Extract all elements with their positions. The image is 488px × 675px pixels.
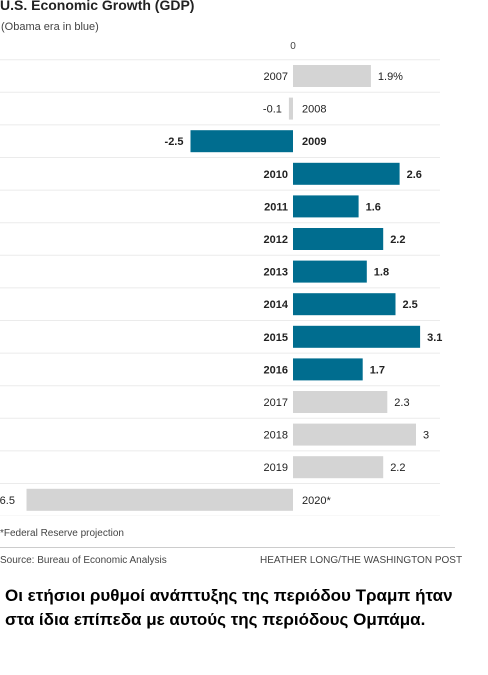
category-label: 2015: [264, 332, 288, 344]
value-label: 3.1: [427, 332, 442, 344]
category-label: 2007: [264, 71, 288, 83]
category-label: 2014: [264, 299, 289, 311]
bar-2008: [288, 97, 293, 120]
value-label: 3: [423, 430, 429, 442]
category-label: 2008: [302, 104, 326, 116]
bar-2015: [293, 325, 421, 348]
value-label: 2.2: [390, 234, 405, 246]
category-label: 2016: [264, 364, 288, 376]
category-label: 2011: [264, 201, 288, 213]
credit-line: HEATHER LONG/THE WASHINGTON POST: [260, 555, 463, 566]
value-label: 1.6: [366, 201, 381, 213]
bar-2011: [293, 195, 359, 218]
bar-2020*: [26, 488, 293, 511]
bar-2019: [293, 456, 384, 479]
category-label: 2020*: [302, 495, 331, 507]
footnote: *Federal Reserve projection: [0, 528, 124, 539]
divider: [0, 547, 455, 548]
bar-2017: [293, 391, 388, 413]
chart-title: U.S. Economic Growth (GDP): [0, 0, 195, 13]
bar-2010: [293, 162, 400, 185]
bar-2007: [293, 65, 371, 87]
bar-2012: [293, 228, 384, 250]
caption-text: Οι ετήσιοι ρυθμοί ανάπτυξης της περιόδου…: [5, 586, 453, 629]
zero-tick-label: 0: [290, 41, 296, 52]
category-label: 2018: [264, 430, 288, 442]
bar-2009: [190, 130, 293, 153]
value-label: 1.9%: [378, 71, 403, 83]
value-label: -6.5: [0, 495, 15, 507]
category-label: 2010: [264, 169, 288, 181]
bar-2014: [293, 293, 396, 316]
chart-subtitle: (Obama era in blue): [1, 21, 99, 33]
bar-2013: [293, 260, 367, 283]
value-label: 1.7: [370, 364, 385, 376]
category-label: 2009: [302, 136, 326, 148]
value-label: 1.8: [374, 267, 389, 279]
value-label: 2.3: [394, 397, 409, 409]
source-note: Source: Bureau of Economic Analysis: [0, 555, 167, 566]
value-label: 2.2: [390, 462, 405, 474]
value-label: 2.6: [407, 169, 422, 181]
category-label: 2012: [264, 234, 288, 246]
value-label: -0.1: [263, 104, 282, 116]
category-label: 2019: [264, 462, 288, 474]
bar-2018: [293, 423, 416, 446]
category-label: 2017: [264, 397, 288, 409]
value-label: -2.5: [165, 136, 184, 148]
value-label: 2.5: [403, 299, 418, 311]
gdp-bar-chart: 0 2007 1.9% 2008 -0.1 2009 -2.5 2010 2.6 2011 1.6 2…: [0, 41, 442, 516]
bar-2016: [293, 358, 363, 381]
category-label: 2013: [264, 267, 288, 279]
